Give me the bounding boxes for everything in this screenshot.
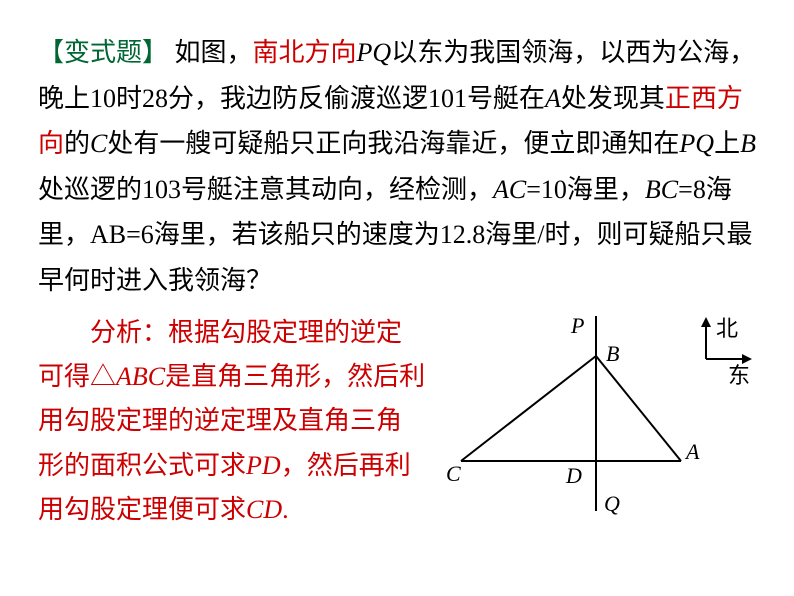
t17: BC (645, 175, 678, 204)
analysis-text: 分析：根据勾股定理的逆定可得△ABC是直角三角形，然后利用勾股定理的逆定理及直角… (38, 311, 426, 532)
t12: 上 (714, 129, 740, 158)
t2: 南北方向 (253, 38, 357, 67)
t13: B (740, 129, 756, 158)
t5: A (545, 84, 561, 113)
label-D: D (565, 463, 582, 488)
t9: C (90, 129, 107, 158)
problem-label: 【变式题】 (38, 38, 168, 67)
a5: PD (246, 451, 281, 480)
label-Q: Q (604, 491, 620, 516)
t10: 处有一艘可疑船只正向我沿海靠近，便立即通知在 (107, 129, 679, 158)
a8: . (282, 495, 289, 524)
t8: 的 (64, 129, 90, 158)
a2: ABC (116, 362, 165, 391)
geometry-diagram: P Q B A C D 北 东 (436, 311, 756, 521)
t16: =10海里， (526, 175, 645, 204)
a3: 是直角三角形，然后 (165, 362, 399, 391)
t14: 处巡逻的103号艇注意其动向，经检测， (38, 175, 493, 204)
analysis-row: 分析：根据勾股定理的逆定可得△ABC是直角三角形，然后利用勾股定理的逆定理及直角… (38, 311, 756, 532)
t11: PQ (679, 129, 714, 158)
t3: PQ (357, 38, 392, 67)
label-P: P (570, 313, 584, 338)
label-north: 北 (716, 316, 738, 341)
a7: CD (246, 495, 282, 524)
label-B: B (606, 341, 619, 366)
label-east: 东 (728, 363, 750, 388)
label-C: C (446, 461, 461, 486)
slide-content: 【变式题】 如图，南北方向PQ以东为我国领海，以西为公海，晚上10时28分，我边… (38, 30, 756, 532)
label-A: A (684, 439, 700, 464)
t1: 如图， (168, 38, 253, 67)
t15: AC (493, 175, 526, 204)
problem-paragraph: 【变式题】 如图，南北方向PQ以东为我国领海，以西为公海，晚上10时28分，我边… (38, 30, 756, 303)
t6: 处发现其 (561, 84, 665, 113)
